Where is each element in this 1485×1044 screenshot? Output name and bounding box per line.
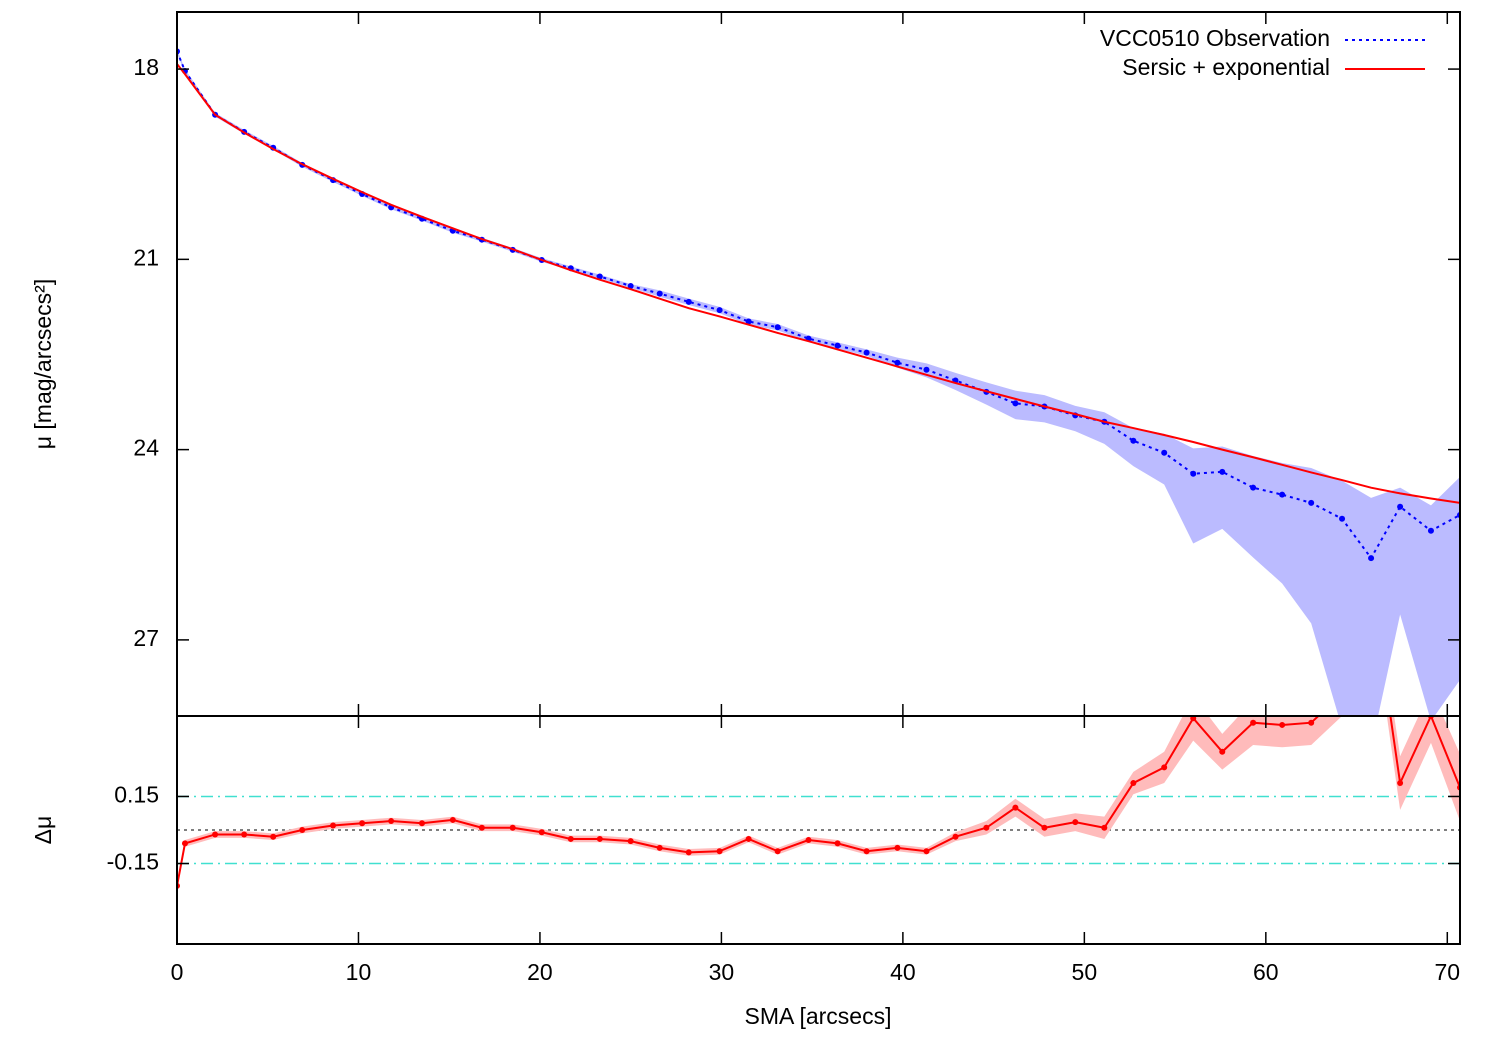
data-point [1397,780,1404,787]
data-point [774,324,781,331]
data-point [923,366,930,373]
x-tick-label: 50 [1072,959,1098,985]
y-tick-label: 21 [133,244,159,270]
x-tick-label: 70 [1435,959,1461,985]
x-tick-label: 0 [171,959,184,985]
data-point [1250,719,1257,726]
legend-label: VCC0510 Observation [1100,25,1330,51]
data-point [509,824,516,831]
data-point [478,824,485,831]
data-point [1427,527,1434,534]
data-point [1308,499,1315,506]
data-point [745,835,752,842]
data-point [863,349,870,356]
data-point [834,342,841,349]
data-point [1072,819,1079,826]
data-point [1130,780,1137,787]
data-point [1219,468,1226,475]
data-point [1397,503,1404,510]
data-point [894,844,901,851]
plot-area [177,716,1460,890]
data-point [983,824,990,831]
x-tick-label: 10 [346,959,372,985]
data-point [1161,449,1168,456]
data-point [418,820,425,827]
data-point [627,838,634,845]
series-line [177,63,1460,504]
legend-label: Sersic + exponential [1122,54,1330,80]
y-tick-label: 24 [133,435,159,461]
data-point [656,844,663,851]
data-point [745,318,752,325]
x-tick-label: 60 [1253,959,1279,985]
data-point [894,359,901,366]
data-point [774,848,781,855]
y-tick-label: -0.15 [107,849,159,875]
data-point [1101,824,1108,831]
y-tick-label: 18 [133,54,159,80]
data-point [212,831,219,838]
data-point [656,290,663,297]
data-point [716,307,723,314]
data-point [1279,721,1286,728]
plot-frame [176,11,1461,717]
x-tick-label: 20 [527,959,553,985]
data-point [449,816,456,823]
data-point [1279,491,1286,498]
data-point [627,282,634,289]
y-tick-label: 27 [133,625,159,651]
y-axis-label: Δμ [30,816,56,845]
data-point [834,840,841,847]
data-point [330,822,337,829]
plot-frame [176,715,1461,945]
data-point [241,831,248,838]
plot-area [177,48,1460,716]
error-band [177,49,1460,716]
data-point [805,837,812,844]
data-point [270,833,277,840]
data-point [1368,555,1375,562]
data-point [1190,470,1197,477]
data-point [181,840,188,847]
data-point [685,298,692,305]
x-axis-label: SMA [arcsecs] [745,1003,892,1029]
data-point [952,833,959,840]
data-point [1250,484,1257,491]
data-point [1219,748,1226,755]
data-point [1339,515,1346,522]
data-point [1041,824,1048,831]
data-point [567,835,574,842]
data-point [388,818,395,825]
data-point [1012,400,1019,407]
y-tick-label: 0.15 [114,782,159,808]
x-tick-label: 40 [890,959,916,985]
data-point [299,827,306,833]
data-point [1161,764,1168,771]
data-point [685,849,692,856]
y-axis-label: μ [mag/arcsecs²] [30,279,56,449]
data-point [1190,716,1197,722]
data-point [863,848,870,855]
data-point [1130,437,1137,444]
data-point [1308,719,1315,726]
x-tick-label: 30 [709,959,735,985]
data-point [716,848,723,855]
data-point [923,848,930,855]
data-point [538,829,545,836]
series-line [177,50,1460,560]
data-point [359,820,366,827]
data-point [1012,804,1019,811]
data-point [596,835,603,842]
data-point [596,273,603,280]
